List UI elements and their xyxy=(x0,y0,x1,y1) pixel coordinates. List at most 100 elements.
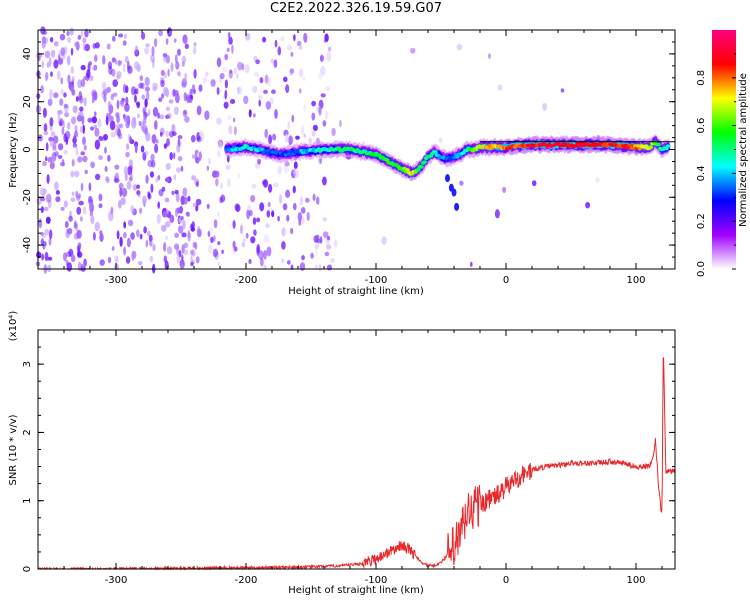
heatmap-noise-speck xyxy=(326,236,331,241)
heatmap-noise-speck xyxy=(248,109,252,118)
heatmap-noise-speck xyxy=(263,250,267,260)
heatmap-noise-speck xyxy=(198,84,203,92)
heatmap-noise-speck xyxy=(103,88,108,96)
heatmap-noise-speck xyxy=(92,231,96,241)
heatmap-noise-speck xyxy=(54,93,59,98)
colorbar-ticks: 0.0 0.2 0.4 0.6 0.8 xyxy=(696,53,736,277)
heatmap-xtick-label: 100 xyxy=(626,275,645,286)
heatmap-noise-speck xyxy=(161,93,165,99)
heatmap-noise-speck xyxy=(117,128,121,138)
heatmap-noise-speck xyxy=(83,97,87,107)
heatmap-noise-speck xyxy=(137,261,143,266)
heatmap-noise-speck xyxy=(154,143,159,154)
heatmap-noise-speck xyxy=(265,101,271,110)
heatmap-ridge-branch xyxy=(451,188,457,197)
heatmap-noise-speck xyxy=(292,185,296,194)
heatmap-noise-speck xyxy=(45,71,49,81)
heatmap-noise-speck xyxy=(139,207,143,214)
heatmap-noise-speck xyxy=(239,86,243,95)
heatmap-noise-speck xyxy=(110,132,116,138)
heatmap-noise-speck xyxy=(149,240,153,247)
heatmap-noise-speck xyxy=(163,86,169,96)
heatmap-noise-speck xyxy=(107,154,111,162)
heatmap-noise-speck xyxy=(166,112,172,119)
heatmap-noise-speck xyxy=(312,193,316,201)
heatmap-noise-speck xyxy=(40,85,44,94)
heatmap-noise-speck xyxy=(282,203,288,211)
heatmap-noise-speck xyxy=(217,211,220,217)
heatmap-noise-speck xyxy=(175,93,180,104)
heatmap-noise-speck xyxy=(107,256,112,264)
heatmap-noise-speck xyxy=(272,133,277,141)
heatmap-noise-speck xyxy=(127,219,134,227)
heatmap-noise-speck xyxy=(112,92,118,97)
heatmap-noise-speck xyxy=(281,258,284,263)
heatmap-noise-speck xyxy=(239,224,244,235)
heatmap-noise-speck xyxy=(79,125,84,134)
heatmap-noise-speck xyxy=(50,131,56,137)
heatmap-noise-speck xyxy=(270,58,274,64)
heatmap-noise-speck xyxy=(70,66,75,74)
heatmap-noise-speck xyxy=(82,37,87,44)
heatmap-noise-speck xyxy=(112,79,118,87)
heatmap-ytick-label: 20 xyxy=(22,95,33,108)
heatmap-noise-speck xyxy=(111,57,116,63)
heatmap-noise-speck xyxy=(147,191,151,199)
heatmap-noise-speck xyxy=(65,228,70,239)
heatmap-x-ticks: -300 -200 -100 0 100 xyxy=(37,30,663,286)
heatmap-noise-speck xyxy=(106,43,111,50)
heatmap-noise-speck xyxy=(149,255,154,263)
heatmap-noise-speck xyxy=(232,117,236,123)
heatmap-noise-speck xyxy=(237,61,243,71)
heatmap-noise-speck xyxy=(123,221,127,229)
heatmap-noise-speck xyxy=(80,79,86,88)
heatmap-noise-speck xyxy=(55,196,61,203)
heatmap-noise-speck xyxy=(43,123,48,132)
heatmap-noise-speck xyxy=(144,86,150,92)
heatmap-noise-speck xyxy=(216,57,222,68)
heatmap-noise-speck xyxy=(65,221,69,228)
heatmap-noise-speck xyxy=(195,256,200,264)
heatmap-noise-speck xyxy=(190,261,194,267)
heatmap-noise-speck xyxy=(217,261,220,267)
heatmap-noise-speck xyxy=(137,190,141,198)
heatmap-noise-speck xyxy=(181,232,187,238)
heatmap-noise-speck xyxy=(41,39,46,49)
heatmap-noise-speck xyxy=(90,215,95,225)
heatmap-noise-speck xyxy=(79,216,83,222)
heatmap-noise-speck xyxy=(134,45,139,55)
heatmap-noise-speck xyxy=(318,106,322,116)
heatmap-noise-speck xyxy=(285,84,290,94)
heatmap-noise-speck xyxy=(142,124,148,134)
heatmap-noise-speck xyxy=(148,108,151,117)
heatmap-noise-speck xyxy=(187,232,191,242)
heatmap-noise-speck xyxy=(94,54,98,63)
heatmap-noise-speck xyxy=(262,179,269,188)
heatmap-noise-speck xyxy=(181,254,184,261)
colorbar: 0.0 0.2 0.4 0.6 0.8 Normalized spectral ampl… xyxy=(696,30,749,277)
heatmap-noise-speck xyxy=(306,211,310,221)
heatmap-noise-speck xyxy=(183,92,187,102)
heatmap-noise-speck xyxy=(129,136,133,143)
heatmap-noise-speck xyxy=(126,143,130,151)
heatmap-noise-speck xyxy=(40,26,46,35)
heatmap-noise-speck xyxy=(165,114,170,119)
heatmap-noise-speck xyxy=(320,66,326,76)
heatmap-noise-speck xyxy=(289,68,295,74)
heatmap-noise-speck xyxy=(285,133,289,144)
heatmap-noise-speck xyxy=(69,27,74,36)
heatmap-noise-speck xyxy=(302,76,306,82)
heatmap-noise-speck xyxy=(165,221,171,228)
heatmap-noise-speck xyxy=(142,118,147,125)
heatmap-noise-speck xyxy=(151,134,157,144)
heatmap-noise-speck xyxy=(80,151,85,156)
heatmap-noise-speck xyxy=(40,206,44,214)
heatmap-noise-speck xyxy=(78,200,84,206)
heatmap-noise-speck xyxy=(93,64,98,71)
heatmap-noise-speck xyxy=(60,47,65,56)
heatmap-noise-speck xyxy=(144,47,150,55)
heatmap-noise-speck xyxy=(223,101,229,109)
heatmap-noise-speck xyxy=(194,149,199,154)
heatmap-noise-speck xyxy=(169,152,173,161)
snr-xtick-label: -100 xyxy=(365,575,388,586)
